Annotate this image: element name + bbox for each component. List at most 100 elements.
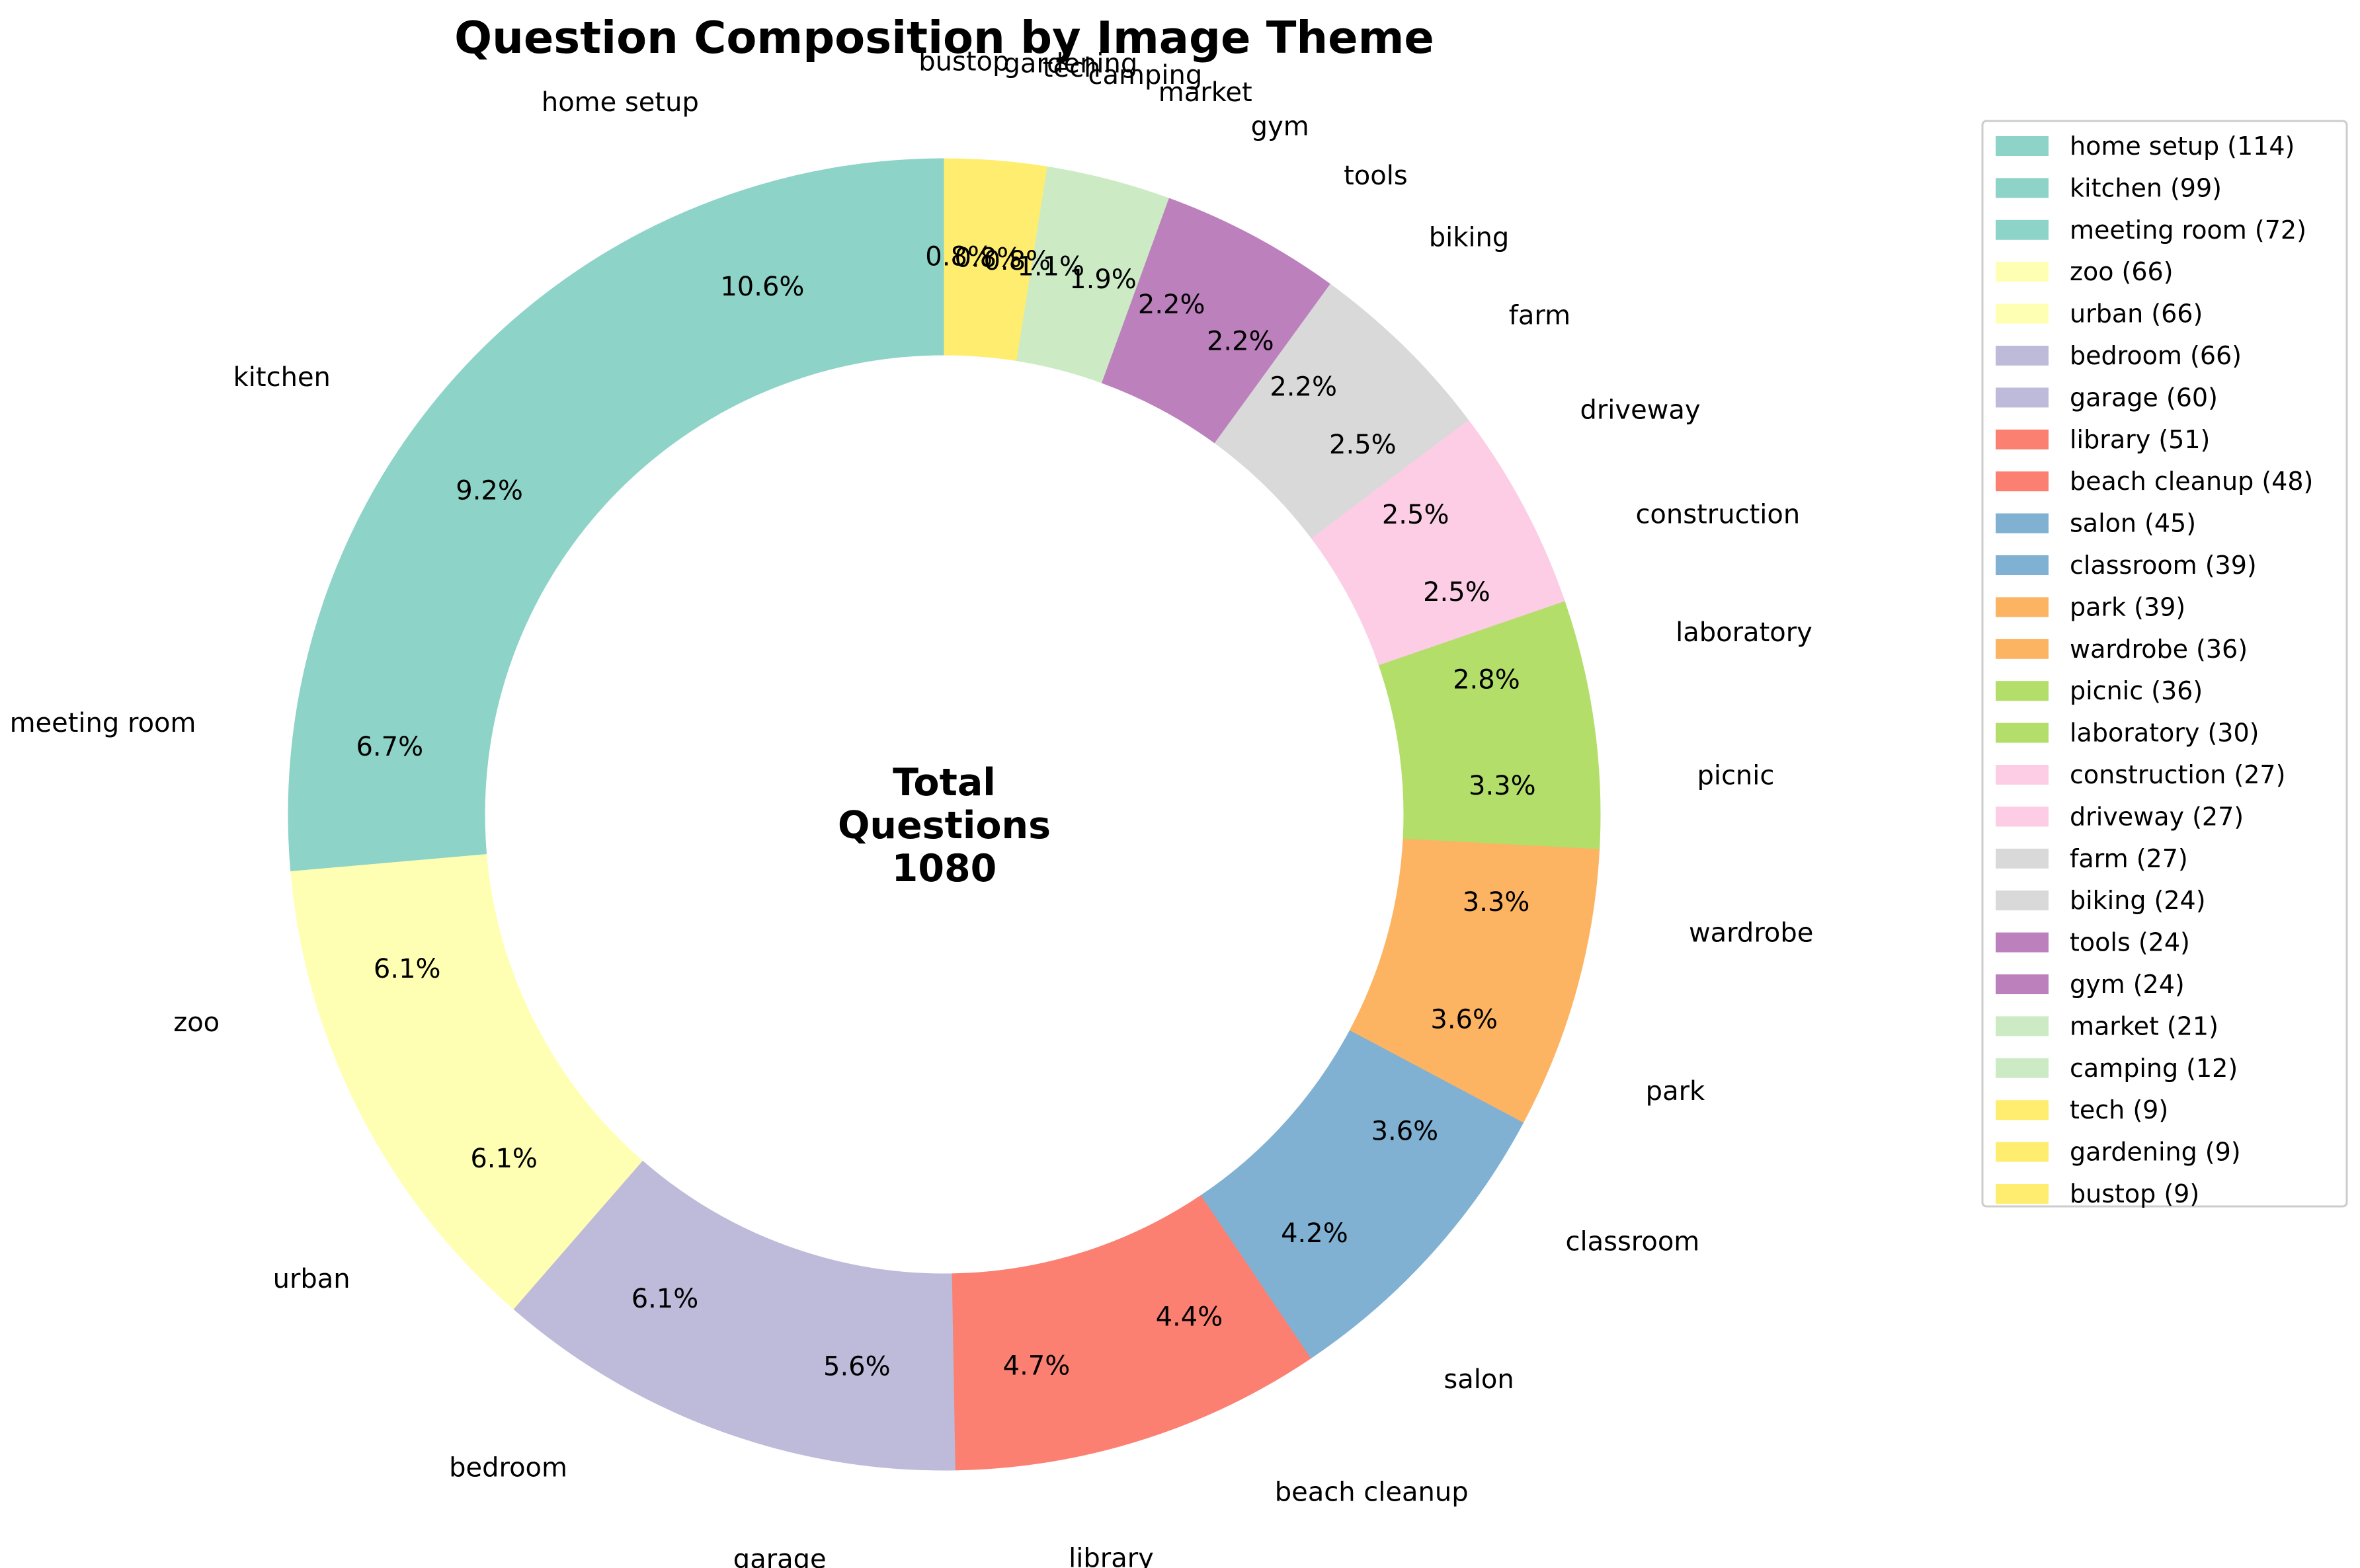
percent-label-biking: 2.2% [1270, 372, 1337, 403]
donut-slices [288, 158, 1601, 1471]
legend-swatch-classroom [1996, 555, 2049, 575]
legend-label-farm: farm (27) [2070, 844, 2188, 873]
legend-label-meeting-room: meeting room (72) [2070, 216, 2306, 245]
slice-labels: home setup kitchen meeting room zoo urban bed… [10, 46, 1814, 1568]
slice-label-biking: biking [1429, 223, 1510, 253]
legend-items: home setup (114) kitchen (99) meeting room… [1996, 132, 2313, 1208]
legend-swatch-zoo [1996, 262, 2049, 282]
slice-label-picnic: picnic [1697, 760, 1774, 791]
legend-label-bustop: bustop (9) [2070, 1179, 2199, 1208]
percent-label-construction: 2.5% [1423, 577, 1490, 608]
legend-swatch-salon [1996, 513, 2049, 533]
percent-label-wardrobe: 3.3% [1463, 887, 1530, 918]
slice-label-library: library [1069, 1543, 1154, 1568]
legend-label-beach-cleanup: beach cleanup (48) [2070, 467, 2313, 496]
legend-swatch-bustop [1996, 1184, 2049, 1204]
legend-swatch-bedroom [1996, 346, 2049, 366]
legend-label-picnic: picnic (36) [2070, 676, 2203, 705]
slice-label-wardrobe: wardrobe [1689, 918, 1813, 948]
slice-label-kitchen: kitchen [233, 362, 331, 393]
legend-swatch-picnic [1996, 681, 2049, 701]
legend-swatch-library [1996, 429, 2049, 450]
legend-swatch-construction [1996, 765, 2049, 785]
legend-label-garage: garage (60) [2070, 383, 2218, 412]
slice-label-market: market [1159, 77, 1252, 108]
legend-swatch-laboratory [1996, 723, 2049, 743]
legend-label-zoo: zoo (66) [2070, 257, 2174, 286]
slice-label-gardening: gardening [1003, 49, 1137, 79]
slice-label-camping: camping [1088, 60, 1203, 91]
slice-label-park: park [1646, 1076, 1705, 1107]
legend-swatch-biking [1996, 890, 2049, 911]
legend-label-biking: biking (24) [2070, 886, 2206, 915]
percent-label-gym: 2.2% [1138, 290, 1205, 320]
legend-swatch-tech [1996, 1100, 2049, 1120]
legend-label-urban: urban (66) [2070, 299, 2203, 329]
percent-label-zoo: 6.1% [374, 954, 441, 984]
legend-label-gardening: gardening (9) [2070, 1138, 2241, 1167]
legend-swatch-meeting-room [1996, 219, 2049, 240]
percent-label-driveway: 2.5% [1382, 500, 1449, 530]
percent-label-bustop: 0.8% [925, 241, 993, 272]
percent-label-meeting-room: 6.7% [356, 732, 423, 762]
slice-label-laboratory: laboratory [1676, 617, 1812, 648]
legend-label-salon: salon (45) [2070, 509, 2196, 538]
legend-swatch-gardening [1996, 1142, 2049, 1162]
slice-label-bedroom: bedroom [449, 1452, 567, 1483]
percent-label-beach-cleanup: 4.4% [1156, 1302, 1223, 1332]
legend-label-classroom: classroom (39) [2070, 551, 2257, 580]
legend-swatch-market [1996, 1016, 2049, 1037]
slice-label-tech: tech [1043, 53, 1101, 83]
legend-swatch-urban [1996, 303, 2049, 324]
slice-label-urban: urban [273, 1264, 350, 1294]
legend-swatch-park [1996, 597, 2049, 617]
percent-label-laboratory: 2.8% [1453, 665, 1520, 695]
legend-label-driveway: driveway (27) [2070, 802, 2244, 831]
slice-bustop [944, 158, 979, 356]
percent-label-kitchen: 9.2% [456, 475, 523, 506]
legend-label-tech: tech (9) [2070, 1095, 2168, 1124]
percent-label-farm: 2.5% [1329, 430, 1397, 460]
percent-label-park: 3.6% [1430, 1005, 1498, 1035]
legend-label-bedroom: bedroom (66) [2070, 341, 2242, 370]
percent-label-tech: 0.8% [983, 246, 1051, 276]
legend-label-home-setup: home setup (114) [2070, 132, 2295, 161]
percent-label-bedroom: 6.1% [631, 1284, 699, 1314]
legend-swatch-kitchen [1996, 178, 2049, 198]
slice-label-zoo: zoo [173, 1007, 220, 1038]
legend-swatch-home-setup [1996, 136, 2049, 156]
legend-swatch-tools [1996, 932, 2049, 953]
slice-label-salon: salon [1444, 1364, 1514, 1395]
legend-swatch-driveway [1996, 806, 2049, 827]
chart-legend: home setup (114) kitchen (99) meeting room… [1981, 120, 2348, 1208]
percent-label-garage: 5.6% [823, 1352, 891, 1382]
percent-label-urban: 6.1% [470, 1144, 538, 1174]
percent-label-salon: 4.2% [1281, 1218, 1348, 1249]
slice-label-driveway: driveway [1580, 395, 1700, 425]
percent-label-picnic: 3.3% [1469, 771, 1536, 801]
slice-label-gym: gym [1251, 112, 1309, 142]
percent-label-classroom: 3.6% [1371, 1117, 1439, 1147]
slice-label-beach-cleanup: beach cleanup [1275, 1477, 1469, 1508]
legend-label-camping: camping (12) [2070, 1054, 2238, 1083]
legend-swatch-beach-cleanup [1996, 471, 2049, 492]
legend-label-construction: construction (27) [2070, 760, 2285, 789]
legend-label-library: library (51) [2070, 425, 2210, 454]
slice-label-classroom: classroom [1566, 1227, 1700, 1257]
legend-label-kitchen: kitchen (99) [2070, 173, 2222, 202]
legend-swatch-wardrobe [1996, 639, 2049, 659]
center-line-3: 1080 [892, 847, 997, 890]
legend-label-park: park (39) [2070, 592, 2185, 621]
percent-label-home-setup: 10.6% [720, 272, 804, 302]
legend-label-wardrobe: wardrobe (36) [2070, 635, 2248, 664]
percent-label-market: 1.9% [1069, 264, 1137, 295]
slice-label-tools: tools [1344, 161, 1408, 191]
slice-label-meeting-room: meeting room [10, 708, 196, 738]
legend-swatch-garage [1996, 387, 2049, 408]
slice-label-construction: construction [1635, 499, 1800, 529]
percent-label-tools: 2.2% [1207, 326, 1274, 356]
percent-label-camping: 1.1% [1017, 252, 1084, 282]
legend-label-gym: gym (24) [2070, 970, 2185, 999]
slice-label-garage: garage [733, 1544, 827, 1568]
percent-labels: 10.6% 9.2% 6.7% 6.1% 6.1% 6.1% 5.6% 4.7% 4.4% 4.2… [356, 241, 1535, 1382]
